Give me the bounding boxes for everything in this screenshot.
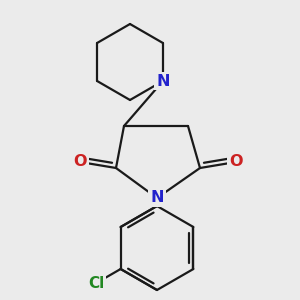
Text: Cl: Cl [88,275,104,290]
Text: O: O [73,154,87,169]
Text: O: O [229,154,243,169]
Text: N: N [150,190,164,206]
Text: N: N [156,74,170,88]
